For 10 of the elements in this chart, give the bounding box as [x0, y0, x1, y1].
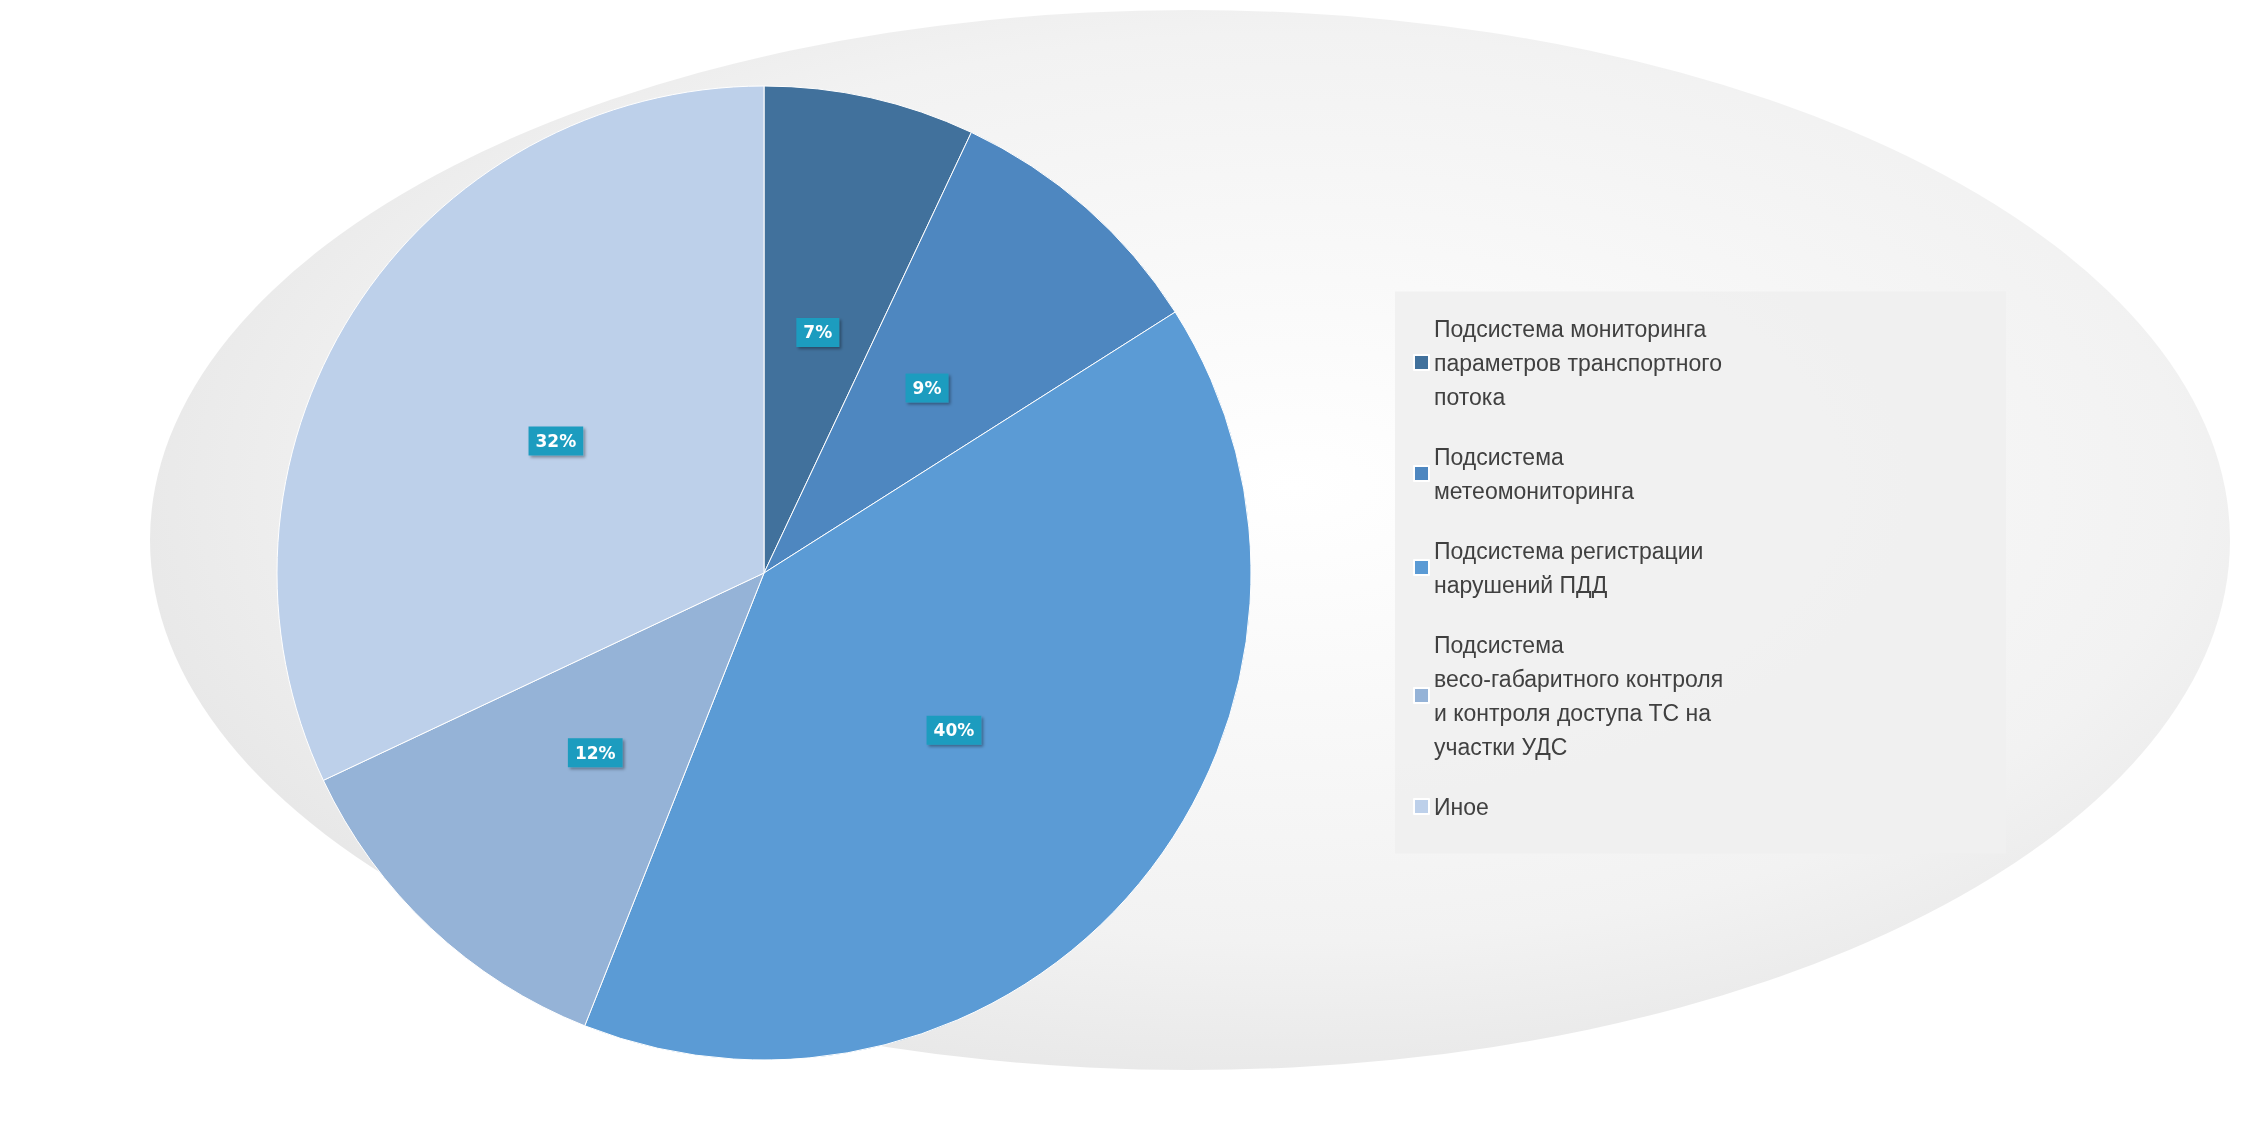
legend-label: Подсистема весо-габаритного контроля и контроля доступа ТС на участки УДС [1434, 631, 1730, 760]
data-label: 12% [574, 742, 616, 763]
data-label: 9% [912, 378, 942, 399]
legend-label: Подсистема метеомониторинга [1434, 443, 1635, 504]
legend-label: Подсистема мониторинга параметров транспортного потока [1434, 315, 1729, 410]
data-label: 32% [535, 430, 577, 451]
legend-label: Подсистема регистрации нарушений ПДД [1434, 537, 1710, 598]
data-label: 7% [803, 322, 833, 343]
legend-label: Иное [1434, 793, 1489, 820]
data-label: 40% [933, 720, 975, 741]
